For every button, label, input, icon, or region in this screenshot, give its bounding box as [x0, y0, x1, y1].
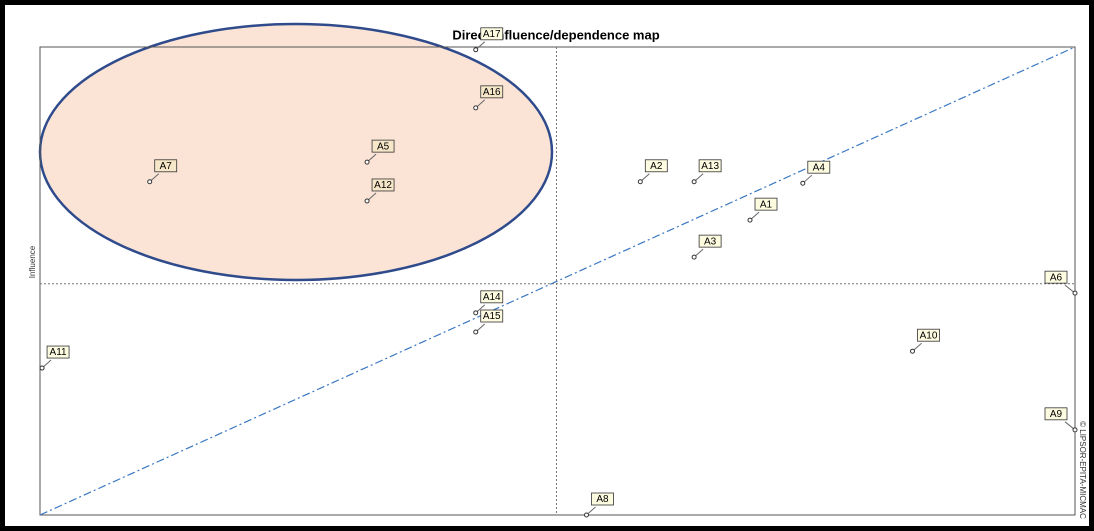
point-label: A7 — [160, 161, 173, 172]
point-label: A9 — [1050, 409, 1063, 420]
label-box — [698, 159, 722, 173]
point-label: A1 — [760, 199, 773, 210]
point — [364, 198, 370, 204]
label-box — [480, 85, 504, 99]
point — [39, 365, 45, 371]
plot-area — [39, 46, 1076, 516]
point — [473, 105, 479, 111]
label-box — [480, 290, 504, 304]
label-box — [480, 27, 504, 41]
label-box — [1044, 407, 1068, 421]
label-box — [371, 178, 395, 192]
point — [691, 254, 697, 260]
point-label: A14 — [483, 292, 501, 303]
label-box — [807, 160, 831, 174]
point-label: A4 — [813, 162, 826, 173]
label-box — [698, 234, 722, 248]
point-label: A2 — [650, 161, 663, 172]
label-box — [917, 328, 940, 342]
watermark: © LIPSOR-EPITA-MICMAC — [1078, 421, 1087, 519]
point-label: A15 — [483, 311, 501, 322]
point — [800, 180, 806, 186]
point — [147, 179, 153, 185]
label-box — [754, 197, 778, 211]
point — [1072, 427, 1078, 433]
point-label: A13 — [701, 161, 719, 172]
point — [747, 217, 753, 223]
point-label: A12 — [374, 180, 392, 191]
point-label: A10 — [920, 330, 938, 341]
highlight-ellipse — [38, 22, 554, 282]
chart-title: Direct influence/dependence map — [452, 27, 659, 42]
point-label: A8 — [596, 494, 609, 505]
point — [691, 179, 697, 185]
label-box — [154, 159, 178, 173]
label-box — [480, 309, 504, 323]
point — [473, 47, 479, 53]
point — [637, 179, 643, 185]
diagonal — [39, 46, 1076, 516]
label-box — [591, 492, 614, 506]
y-axis-label: Influence — [28, 245, 37, 278]
label-box — [644, 159, 668, 173]
label-box — [1044, 270, 1068, 284]
point-label: A16 — [483, 87, 501, 98]
label-box — [46, 345, 70, 359]
point — [1072, 290, 1078, 296]
point-label: A5 — [377, 141, 390, 152]
point — [583, 512, 589, 518]
point — [473, 310, 479, 316]
point-label: A3 — [704, 236, 717, 247]
point-label: A17 — [483, 29, 501, 40]
point — [910, 348, 916, 354]
point-label: A11 — [50, 347, 67, 358]
point-label: A6 — [1050, 272, 1063, 283]
label-box — [371, 139, 395, 153]
point — [364, 159, 370, 165]
point — [473, 329, 479, 335]
